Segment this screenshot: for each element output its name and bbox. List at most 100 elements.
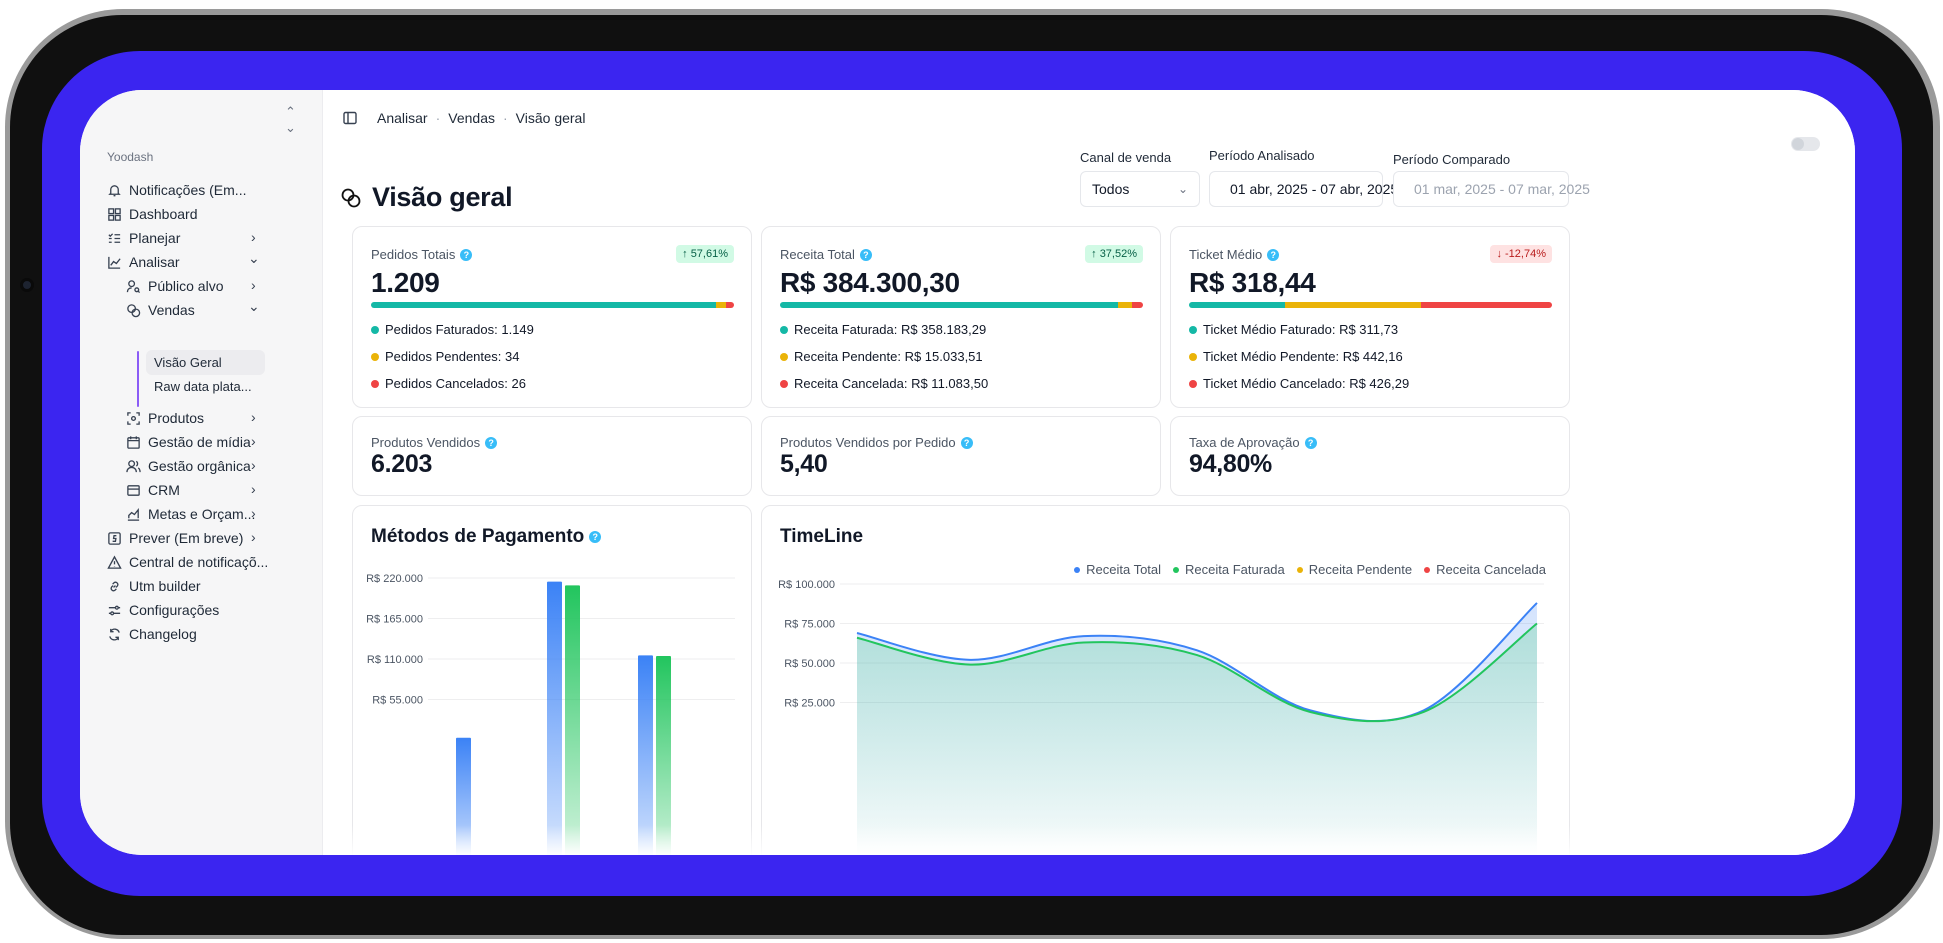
help-icon[interactable]: ? bbox=[1267, 248, 1280, 261]
timeline-line[interactable] bbox=[856, 622, 1538, 723]
help-icon[interactable]: ? bbox=[859, 248, 872, 261]
scan-icon bbox=[125, 410, 141, 426]
app-screen: ⌃ ⌄ Yoodash Notificações (Em... Dashboard… bbox=[80, 90, 1855, 855]
chevron-down-icon: ⌄ bbox=[1177, 182, 1188, 196]
canal-select[interactable]: Todos ⌄ bbox=[1080, 171, 1200, 207]
coins-icon bbox=[125, 302, 141, 318]
sidebar-item-dashboard[interactable]: Dashboard bbox=[106, 201, 198, 227]
comparado-date-picker[interactable]: 01 mar, 2025 - 07 mar, 2025 bbox=[1393, 171, 1590, 207]
periodo-label: Período Analisado bbox=[1209, 148, 1315, 163]
submenu-indicator bbox=[137, 351, 139, 407]
kpi-card-receita: Receita Total? ↑ 37,52% R$ 384.300,30 Re… bbox=[761, 226, 1161, 408]
sidebar-item-vendas[interactable]: Vendas bbox=[125, 297, 195, 323]
page-title: Visão geral bbox=[340, 182, 513, 213]
help-icon[interactable]: ? bbox=[460, 248, 473, 261]
breakdown-segment bbox=[1189, 302, 1285, 308]
kpi-label: Pedidos Totais? bbox=[371, 247, 473, 262]
legend-item[interactable]: Receita Pendente bbox=[1296, 562, 1412, 577]
sidebar-item-label: Prever (Em breve) bbox=[129, 530, 244, 546]
chevron-right-icon[interactable]: › bbox=[251, 433, 256, 449]
sidebar-item-changelog[interactable]: Changelog bbox=[106, 621, 197, 647]
sidebar-item-label: Gestão orgânica bbox=[148, 458, 251, 474]
payment-bar[interactable] bbox=[565, 585, 580, 855]
breadcrumb: Analisar · Vendas · Visão geral bbox=[342, 110, 585, 126]
chevron-right-icon[interactable]: › bbox=[251, 409, 256, 425]
breakdown-item: Ticket Médio Cancelado: R$ 426,29 bbox=[1189, 376, 1409, 391]
kpi-card-taxa-aprovacao: Taxa de Aprovação? 94,80% bbox=[1170, 416, 1570, 496]
user-search-icon bbox=[125, 278, 141, 294]
breakdown-segment bbox=[1420, 302, 1552, 308]
sidebar-item-label: Dashboard bbox=[129, 206, 198, 222]
periodo-date-picker[interactable]: 01 abr, 2025 - 07 abr, 2025 bbox=[1209, 171, 1398, 207]
alert-triangle-icon bbox=[106, 554, 122, 570]
breakdown-item: Pedidos Cancelados: 26 bbox=[371, 376, 526, 391]
legend-item[interactable]: Receita Faturada bbox=[1173, 562, 1285, 577]
sidebar-item-gestao-organica[interactable]: Gestão orgânica bbox=[125, 453, 251, 479]
breakdown-item: Receita Faturada: R$ 358.183,29 bbox=[780, 322, 986, 337]
sidebar-item-central-notificacoes[interactable]: Central de notificaçõ... bbox=[106, 549, 268, 575]
comparado-value: 01 mar, 2025 - 07 mar, 2025 bbox=[1414, 181, 1590, 197]
y-tick-label: R$ 55.000 bbox=[372, 695, 423, 707]
help-icon[interactable]: ? bbox=[485, 436, 498, 449]
chevron-right-icon[interactable]: › bbox=[251, 457, 256, 473]
payment-bar[interactable] bbox=[547, 581, 562, 855]
timeline-title: TimeLine bbox=[780, 526, 864, 547]
sidebar-item-raw-data[interactable]: Raw data plata... bbox=[154, 373, 252, 399]
trend-badge: ↑ 37,52% bbox=[1085, 245, 1143, 263]
sidebar-item-prever[interactable]: Prever (Em breve) bbox=[106, 525, 243, 551]
comparado-toggle[interactable] bbox=[1791, 137, 1820, 151]
chevron-right-icon[interactable]: › bbox=[251, 481, 256, 497]
breakdown-segment bbox=[780, 302, 1119, 308]
sidebar-item-planejar[interactable]: Planejar bbox=[106, 225, 180, 251]
sidebar-item-label: CRM bbox=[148, 482, 180, 498]
y-tick-label: R$ 165.000 bbox=[366, 614, 423, 626]
calendar-icon bbox=[125, 434, 141, 450]
chevron-right-icon[interactable]: › bbox=[251, 505, 256, 521]
help-icon[interactable]: ? bbox=[960, 436, 973, 449]
breakdown-item: Receita Cancelada: R$ 11.083,50 bbox=[780, 376, 988, 391]
legend-item[interactable]: Receita Total bbox=[1074, 562, 1161, 577]
chevron-down-icon[interactable]: ⌄ bbox=[248, 298, 260, 314]
sidebar-item-gestao-midia[interactable]: Gestão de mídia bbox=[125, 429, 251, 455]
kpi-label: Receita Total? bbox=[780, 247, 872, 262]
legend-item[interactable]: Receita Cancelada bbox=[1424, 562, 1546, 577]
chevron-down-icon[interactable]: ⌄ bbox=[248, 250, 260, 266]
sidebar-item-label: Analisar bbox=[129, 254, 180, 270]
sidebar-item-publico-alvo[interactable]: Público alvo bbox=[125, 273, 224, 299]
sidebar-item-notificacoes[interactable]: Notificações (Em... bbox=[106, 177, 246, 203]
timeline-chart-card: TimeLine Receita Total Receita Faturada … bbox=[761, 505, 1570, 855]
payment-bar[interactable] bbox=[638, 655, 653, 855]
kpi-label: Ticket Médio? bbox=[1189, 247, 1280, 262]
timeline-line[interactable] bbox=[856, 602, 1538, 723]
users-icon bbox=[125, 458, 141, 474]
help-icon[interactable]: ? bbox=[1304, 436, 1317, 449]
payment-bar[interactable] bbox=[656, 656, 671, 855]
sidebar-item-label: Público alvo bbox=[148, 278, 224, 294]
workspace-switcher-chevron-icon[interactable]: ⌃ ⌄ bbox=[285, 104, 296, 135]
y-tick-label: R$ 25.000 bbox=[784, 698, 835, 710]
breadcrumb-vendas[interactable]: Vendas bbox=[448, 110, 495, 126]
kpi-value: 94,80% bbox=[1189, 450, 1272, 478]
breadcrumb-analisar[interactable]: Analisar bbox=[377, 110, 428, 126]
sidebar-item-utm-builder[interactable]: Utm builder bbox=[106, 573, 201, 599]
payment-bar[interactable] bbox=[456, 737, 471, 855]
sidebar-item-configuracoes[interactable]: Configurações bbox=[106, 597, 219, 623]
help-icon[interactable]: ? bbox=[589, 531, 602, 543]
sidebar-toggle-icon[interactable] bbox=[342, 110, 358, 126]
breakdown-item: Pedidos Faturados: 1.149 bbox=[371, 322, 534, 337]
forecast-icon bbox=[106, 530, 122, 546]
chevron-right-icon[interactable]: › bbox=[251, 229, 256, 245]
chevron-right-icon[interactable]: › bbox=[251, 529, 256, 545]
chevron-right-icon[interactable]: › bbox=[251, 277, 256, 293]
sidebar-item-crm[interactable]: CRM bbox=[125, 477, 180, 503]
periodo-value: 01 abr, 2025 - 07 abr, 2025 bbox=[1230, 181, 1399, 197]
sidebar-item-metas[interactable]: Metas e Orçam... bbox=[125, 501, 255, 527]
sidebar-item-analisar[interactable]: Analisar bbox=[106, 249, 180, 275]
kpi-value: 6.203 bbox=[371, 450, 433, 478]
kpi-value: 5,40 bbox=[780, 450, 828, 478]
y-tick-label: R$ 110.000 bbox=[367, 654, 423, 666]
sidebar-item-visao-geral[interactable]: Visão Geral bbox=[154, 349, 222, 375]
y-tick-label: R$ 220.000 bbox=[366, 573, 423, 585]
sidebar-item-produtos[interactable]: Produtos bbox=[125, 405, 204, 431]
breakdown-item: Ticket Médio Faturado: R$ 311,73 bbox=[1189, 322, 1398, 337]
